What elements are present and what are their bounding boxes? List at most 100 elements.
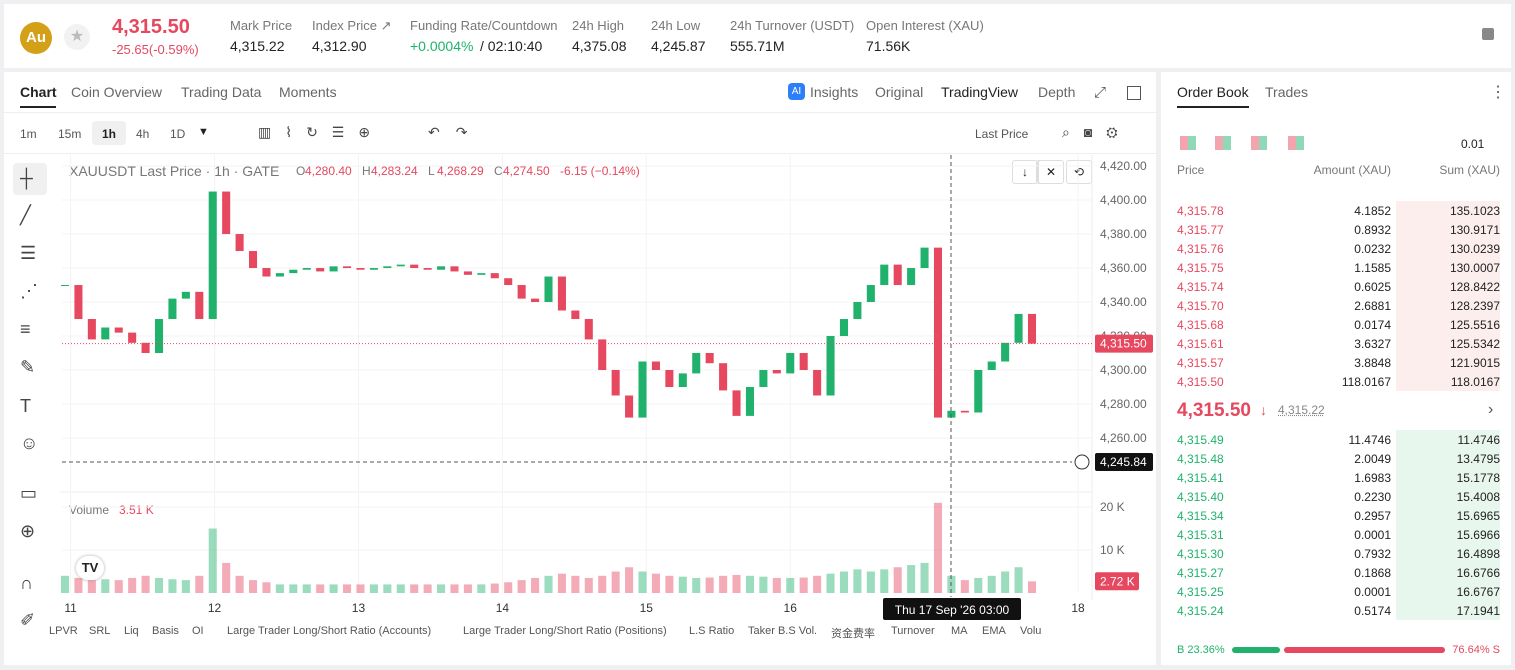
precision-button[interactable]: 0.01 (1461, 137, 1485, 151)
tv-logo: TV (76, 556, 104, 580)
view-tab[interactable]: Insights (810, 84, 859, 100)
indicator-button[interactable]: 资金费率 (831, 628, 875, 640)
book-view-button[interactable] (1215, 136, 1231, 150)
chart-tab[interactable]: Chart (20, 84, 57, 100)
drawing-tool[interactable]: ☰ (20, 243, 37, 263)
view-tab[interactable]: Depth (1038, 84, 1076, 100)
order-book-tab[interactable]: Trades (1265, 84, 1309, 100)
stat-label: 24h Low (651, 18, 701, 33)
book-view-button[interactable] (1180, 136, 1196, 150)
indicator-button[interactable]: Turnover (891, 625, 935, 637)
interval-button[interactable]: 1m (20, 127, 37, 141)
layout-button[interactable] (1482, 28, 1494, 40)
view-tab[interactable]: Original (875, 84, 924, 100)
volume-bar (356, 584, 365, 593)
order-price: 4,315.25 (1177, 585, 1224, 599)
depth-band (1396, 334, 1500, 353)
chart-button[interactable]: ↓ (1012, 160, 1038, 184)
chart-tools[interactable]: ▥⌇↻☰⊕ (258, 124, 385, 140)
indicator-button[interactable]: Large Trader Long/Short Ratio (Positions… (463, 625, 667, 637)
drawing-tool[interactable]: ✎ (20, 357, 36, 377)
volume-bar (571, 575, 580, 593)
window-icon[interactable] (1127, 86, 1141, 100)
expand-icon[interactable]: ⤢ (1094, 84, 1107, 101)
order-book-tab[interactable]: Order Book (1177, 84, 1249, 100)
stat-label: Open Interest (XAU) (866, 18, 984, 33)
depth-band (1396, 201, 1500, 220)
ai-icon: AI (788, 83, 805, 100)
view-tab[interactable]: TradingView (941, 84, 1019, 100)
chart-button[interactable]: ✕ (1038, 160, 1064, 184)
x-tick-label: 13 (352, 601, 366, 615)
drawing-tool[interactable]: ✐ (20, 610, 36, 630)
indicator-button[interactable]: OI (192, 625, 204, 637)
indicator-button[interactable]: LPVR (49, 625, 78, 637)
order-sum: 130.0007 (1449, 261, 1500, 275)
interval-button[interactable]: 4h (136, 127, 150, 141)
x-tick-label: 15 (640, 601, 654, 615)
stat-value: 555.71M (730, 38, 785, 54)
interval-button[interactable]: 15m (58, 127, 82, 141)
candle (786, 353, 795, 374)
candle (571, 310, 580, 320)
drawing-tool[interactable]: ▭ (20, 483, 38, 503)
candle (490, 273, 499, 279)
x-tick-label: 18 (1071, 601, 1085, 615)
drawing-tool[interactable]: ┼ (20, 168, 33, 188)
crosshair-time-label: Thu 17 Sep '26 03:00 (895, 603, 1010, 617)
volume-bar (880, 569, 889, 593)
expand-button[interactable]: › (1488, 401, 1494, 418)
volume-bar (235, 575, 244, 593)
volume-bar (195, 575, 204, 593)
volume-bar (128, 577, 137, 593)
chart-tab[interactable]: Coin Overview (71, 84, 163, 100)
indicator-button[interactable]: Basis (152, 625, 179, 637)
indicator-button[interactable]: Volu (1020, 625, 1042, 637)
volume-bar (437, 584, 446, 593)
volume-bar (665, 575, 674, 593)
depth-band (1396, 296, 1500, 315)
indicator-button[interactable]: MA (951, 625, 968, 637)
indicator-button[interactable]: L.S Ratio (689, 625, 735, 637)
indicator-button[interactable]: EMA (982, 625, 1006, 637)
indicator-button[interactable]: Taker B.S Vol. (748, 625, 818, 637)
drawing-tool[interactable]: ╱ (20, 205, 31, 225)
order-amount: 0.2230 (1354, 490, 1391, 504)
order-price: 4,315.48 (1177, 452, 1224, 466)
drawing-tool[interactable]: T (20, 396, 31, 416)
chart-tab[interactable]: Trading Data (181, 84, 262, 100)
candle (195, 291, 204, 320)
volume-bar (517, 580, 526, 593)
depth-band (1396, 258, 1500, 277)
candle (974, 370, 983, 413)
chart-actions[interactable]: ⌕◙⚙ (1062, 124, 1132, 140)
drawing-tool[interactable]: ⊕ (20, 521, 36, 541)
volume-bar (463, 584, 472, 593)
volume-bar (813, 575, 822, 593)
order-amount: 3.8848 (1354, 356, 1391, 370)
indicator-button[interactable]: SRL (89, 625, 111, 637)
price-type-button[interactable]: Last Price (975, 127, 1029, 141)
order-amount: 0.1868 (1354, 566, 1391, 580)
interval-button[interactable]: 1h (102, 127, 117, 141)
crosshair-plus (1074, 454, 1090, 470)
indicator-button[interactable]: Large Trader Long/Short Ratio (Accounts) (227, 625, 432, 637)
more-icon[interactable]: ⋮ (1490, 84, 1506, 101)
drawing-tool[interactable]: ∩ (20, 573, 33, 593)
interval-button[interactable]: 1D (170, 127, 186, 141)
indicator-button[interactable]: Liq (124, 625, 139, 637)
candle (74, 285, 83, 320)
favorite-button[interactable]: ★ (64, 24, 90, 50)
stat-extra: / 02:10:40 (480, 38, 543, 54)
drawing-tool[interactable]: ≡ (20, 319, 31, 339)
book-view-button[interactable] (1288, 136, 1304, 150)
volume-bar (222, 562, 231, 593)
drawing-tool[interactable]: ☺ (20, 433, 39, 453)
chart-tab[interactable]: Moments (279, 84, 337, 100)
order-price: 4,315.30 (1177, 547, 1224, 561)
candle (584, 319, 593, 340)
undo-redo[interactable]: ↶↷ (428, 124, 484, 140)
book-view-button[interactable] (1251, 136, 1267, 150)
drawing-tool[interactable]: ⋰ (20, 281, 38, 301)
candle (920, 247, 929, 269)
